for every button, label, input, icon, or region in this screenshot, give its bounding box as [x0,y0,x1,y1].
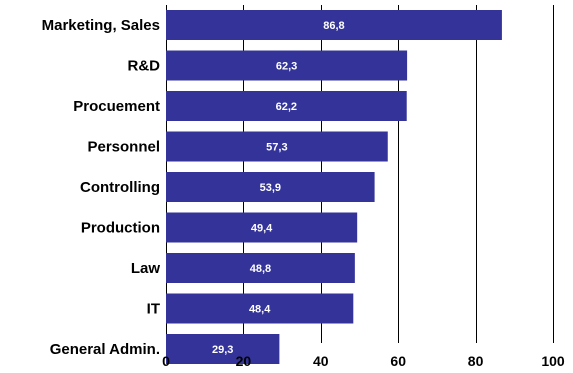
category-label: Marketing, Sales [42,17,160,34]
data-label: 49,4 [251,223,273,235]
bars [166,10,502,364]
data-label: 29,3 [212,344,233,356]
data-label: 62,3 [276,61,297,73]
category-label: Procuement [73,98,160,115]
category-label: Production [81,220,160,237]
x-axis-tick-labels: 0 20 40 60 80 100 [162,353,565,369]
x-tick-label: 20 [236,353,252,369]
bar [166,10,502,40]
x-tick-label: 0 [162,353,170,369]
category-label: Law [131,260,161,277]
category-label: IT [147,301,160,318]
category-labels: Marketing, Sales R&D Procuement Personnel Co… [42,17,161,358]
bar [166,253,355,283]
data-label: 62,2 [276,101,297,113]
category-label: Personnel [87,139,160,156]
x-tick-label: 80 [468,353,484,369]
category-label: General Admin. [50,341,160,358]
category-label: R&D [128,58,161,75]
category-label: Controlling [80,179,160,196]
x-tick-label: 100 [541,353,565,369]
x-tick-label: 40 [313,353,329,369]
data-label: 48,4 [249,304,271,316]
bar [166,293,354,324]
bar [166,131,388,162]
bar [166,212,358,243]
bar [166,91,407,121]
data-label: 48,8 [250,263,271,275]
data-label: 57,3 [266,142,287,154]
bar [166,334,280,364]
value-labels: 86,8 62,3 62,2 57,3 53,9 49,4 48,8 48,4 29,3 [212,20,345,356]
data-label: 53,9 [260,182,281,194]
bar [166,172,375,202]
data-label: 86,8 [323,20,344,32]
bar [166,50,408,81]
x-tick-label: 60 [390,353,406,369]
